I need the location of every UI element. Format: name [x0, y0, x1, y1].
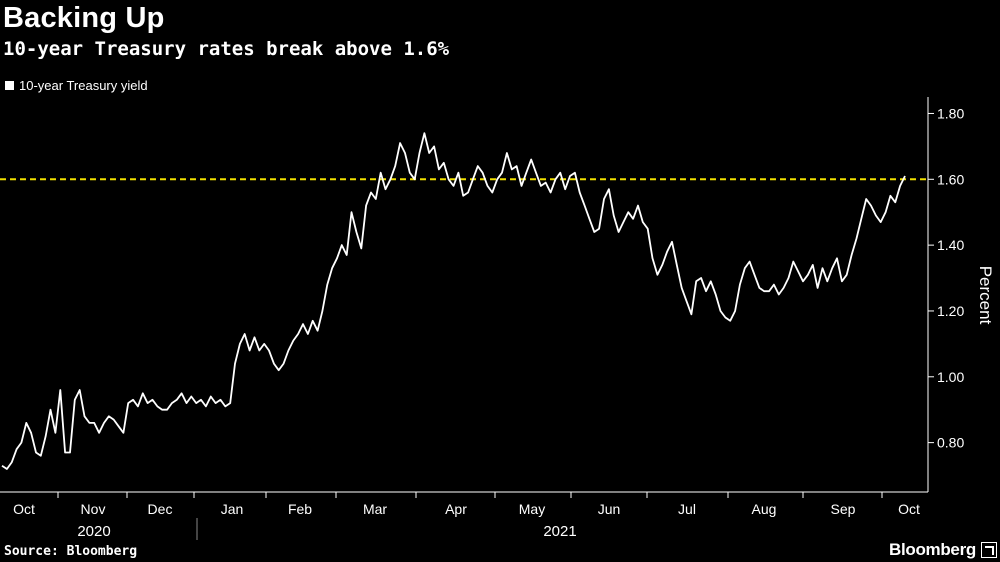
- x-tick-label: Oct: [898, 501, 920, 517]
- y-tick-label: 0.80: [937, 435, 964, 451]
- y-tick-label: 1.60: [937, 171, 964, 187]
- legend-swatch: [5, 81, 14, 90]
- x-tick-label: Nov: [81, 501, 106, 517]
- legend-label: 10-year Treasury yield: [19, 78, 148, 93]
- x-tick-label: May: [519, 501, 545, 517]
- x-tick-label: Sep: [831, 501, 856, 517]
- brand-arrow-icon: [981, 542, 997, 558]
- y-axis-label: Percent: [976, 266, 995, 325]
- x-tick-label: Jul: [678, 501, 696, 517]
- x-tick-label: Dec: [148, 501, 173, 517]
- series-group: [0, 132, 928, 470]
- x-tick-label: Aug: [752, 501, 777, 517]
- x-tick-label: Mar: [363, 501, 387, 517]
- brand-logo: Bloomberg: [888, 540, 976, 559]
- legend: 10-year Treasury yield: [5, 78, 148, 93]
- source-note: Source: Bloomberg: [4, 544, 138, 559]
- series-line-10-year-treasury-yield: [1, 132, 906, 470]
- x-tick-label: Feb: [288, 501, 312, 517]
- y-tick-label: 1.00: [937, 369, 964, 385]
- year-label: 2021: [543, 523, 576, 540]
- chart-subtitle: 10-year Treasury rates break above 1.6%: [3, 38, 450, 60]
- y-tick-label: 1.40: [937, 237, 964, 253]
- chart-title: Backing Up: [3, 2, 165, 34]
- year-label: 2020: [77, 523, 110, 540]
- axes: 0.80 1.00 1.20 1.40 1.60 1.80 Percent Oct Nov Dec…: [0, 97, 995, 540]
- y-tick-label: 1.20: [937, 303, 964, 319]
- x-tick-label: Jun: [598, 501, 621, 517]
- x-tick-label: Jan: [221, 501, 244, 517]
- y-tick-label: 1.80: [937, 105, 964, 121]
- x-tick-label: Apr: [445, 501, 467, 517]
- x-tick-label: Oct: [13, 501, 35, 517]
